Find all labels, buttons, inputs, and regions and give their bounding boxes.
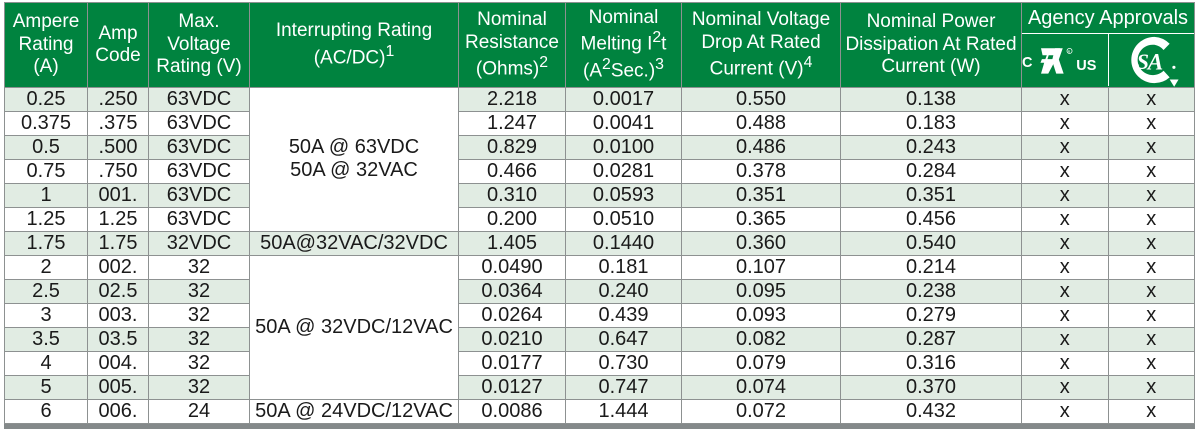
svg-text:C: C bbox=[1022, 55, 1033, 71]
svg-text:US: US bbox=[1076, 58, 1096, 74]
svg-text:A: A bbox=[1145, 50, 1162, 76]
